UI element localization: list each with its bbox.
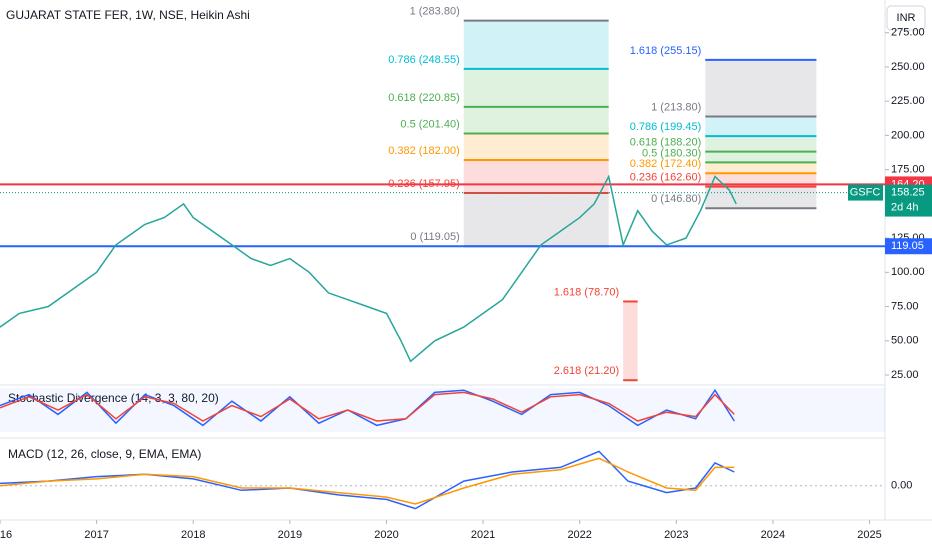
symbol-tag (848, 184, 883, 201)
fib-label: 0.786 (248.55) (388, 54, 460, 66)
y-tick-label: 225.00 (891, 95, 925, 107)
fib-label: 0.5 (180.30) (642, 147, 701, 159)
fib-label: 0.618 (188.20) (630, 136, 702, 148)
fib-zone (705, 59, 817, 117)
series-line (0, 457, 735, 505)
x-tick-label: 2018 (181, 529, 205, 541)
fib-zone (705, 162, 817, 174)
price-tag (885, 238, 932, 255)
fib-label: 0.236 (162.60) (630, 172, 702, 184)
y-tick-label: 100.00 (891, 266, 925, 278)
x-tick-label: 2024 (761, 529, 785, 541)
fib-zone (463, 192, 609, 247)
series-line (0, 391, 735, 422)
y-tick-label: 50.00 (891, 335, 919, 347)
y-tick-label: 75.00 (891, 300, 919, 312)
fib-label: 0 (119.05) (410, 231, 459, 243)
fib-label: 1 (213.80) (651, 101, 701, 113)
y-tick-label: 200.00 (891, 129, 925, 141)
y-tick-label: 0.00 (891, 480, 912, 492)
fib-zone (705, 186, 817, 209)
y-tick-label: 250.00 (891, 61, 925, 73)
currency-button[interactable] (886, 5, 926, 31)
macd-title: MACD (12, 26, close, 9, EMA, EMA) (8, 447, 201, 461)
fib-zone (705, 173, 817, 187)
x-tick-label: 2019 (278, 529, 302, 541)
fib-label: 1.618 (78.70) (554, 286, 619, 298)
fib-label: 1 (283.80) (410, 6, 460, 18)
fib-label: 0.618 (220.85) (388, 92, 460, 104)
price-tag-sub: 2d 4h (891, 201, 919, 213)
x-tick-label: 2017 (84, 529, 108, 541)
fib-zone (463, 160, 609, 193)
fib-zone (463, 68, 609, 107)
fib-label: 2.618 (21.20) (554, 365, 619, 377)
fib-zone (705, 136, 817, 152)
chart-title: GUJARAT STATE FER, 1W, NSE, Heikin Ashi (6, 8, 250, 22)
series-line (0, 174, 737, 363)
fib-label: 1.618 (255.15) (630, 45, 702, 57)
fib-label: 0 (146.80) (651, 193, 701, 205)
fib-zone (463, 106, 609, 134)
y-tick-label: 175.00 (891, 164, 925, 176)
fib-label: 0.382 (172.40) (630, 158, 702, 170)
x-tick-label: 2021 (471, 529, 495, 541)
y-tick-label: 275.00 (891, 27, 925, 39)
currency[interactable]: INR (897, 12, 916, 24)
x-tick-label: 2023 (664, 529, 688, 541)
x-tick-label: 16 (0, 529, 12, 541)
x-tick-label: 2020 (374, 529, 398, 541)
fib-zone (705, 116, 817, 137)
x-tick-label: 2022 (567, 529, 591, 541)
fib-label: 0.786 (199.45) (630, 121, 702, 133)
price-tag-label: 158.25 (891, 186, 925, 198)
fib-label: 0.5 (201.40) (400, 118, 459, 130)
price-tag (885, 184, 932, 217)
series-line (0, 388, 735, 427)
price-tag-label: 119.05 (891, 240, 924, 252)
fib-zone (463, 133, 609, 161)
symbol-tag-label: GSFC (850, 186, 881, 198)
y-tick-label: 25.00 (891, 369, 919, 381)
x-tick-label: 2025 (857, 529, 881, 541)
fib-label: 0.382 (182.00) (388, 145, 460, 157)
fib-zone (705, 151, 817, 163)
fib-zone (623, 301, 638, 381)
fib-zone (463, 20, 609, 69)
